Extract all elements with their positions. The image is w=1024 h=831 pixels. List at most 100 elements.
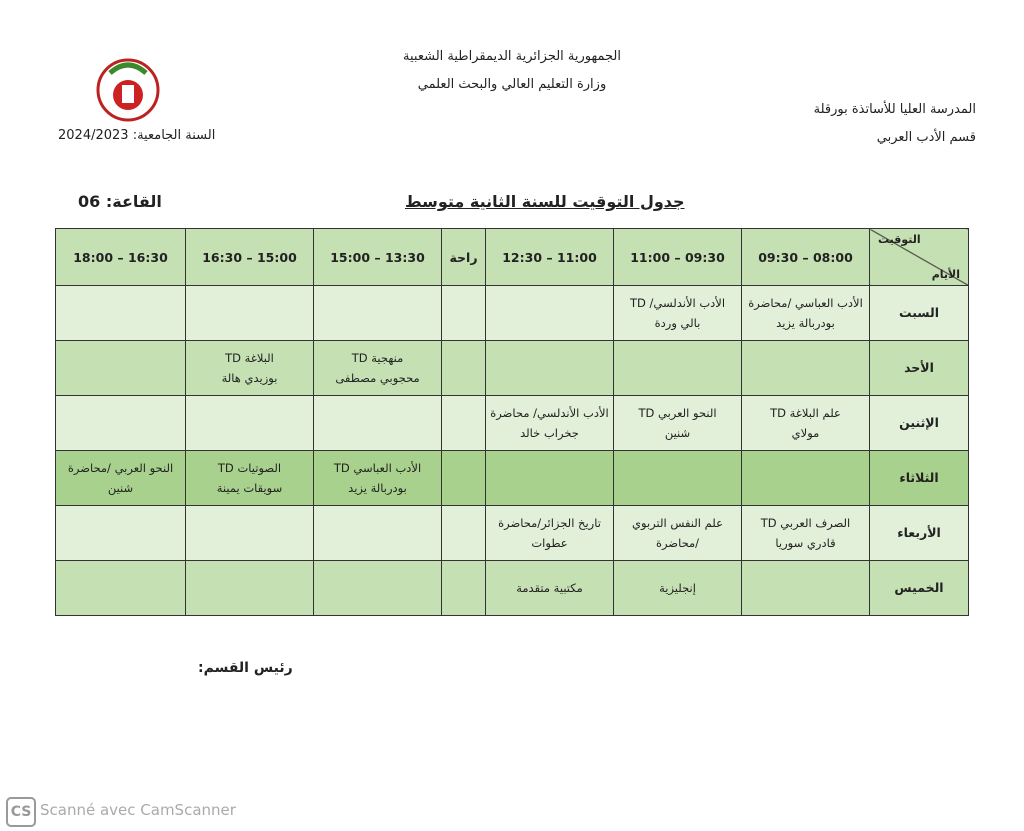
slot-cell xyxy=(441,505,486,561)
slot-cell: الأدب العباسي /محاضرة بودربالة يزيد xyxy=(741,285,870,341)
slot-cell: علم النفس التربوي/محاضرة xyxy=(613,505,742,561)
slot-cell xyxy=(313,505,442,561)
column-header: 15:00 – 13:30 xyxy=(313,228,442,286)
slot-cell xyxy=(55,395,186,451)
slot-cell xyxy=(441,340,486,396)
slot-cell xyxy=(485,285,614,341)
slot-line: بوزيدي هالة xyxy=(221,371,278,385)
day-cell: الإثنين xyxy=(869,395,969,451)
slot-cell: علم البلاغة TD مولاي xyxy=(741,395,870,451)
day-cell: الخميس xyxy=(869,560,969,616)
day-row: السبت الأدب العباسي /محاضرة بودربالة يزيد ا… xyxy=(55,285,969,341)
slot-cell xyxy=(485,450,614,506)
slot-cell xyxy=(441,450,486,506)
slot-line: شنين xyxy=(664,426,691,440)
slot-line: محجوبي مصطفى xyxy=(335,371,420,385)
slot-cell xyxy=(313,560,442,616)
watermark-text: Scanné avec CamScanner xyxy=(40,801,236,819)
slot-cell: تاريخ الجزائر/محاضرة عطوات xyxy=(485,505,614,561)
column-header: 16:30 – 15:00 xyxy=(185,228,314,286)
room: القاعة: 06 xyxy=(78,192,162,211)
slot-cell xyxy=(313,285,442,341)
day-cell: الثلاثاء xyxy=(869,450,969,506)
slot-line: علم النفس التربوي xyxy=(632,516,723,530)
slot-line: بودربالة يزيد xyxy=(348,481,407,495)
slot-cell xyxy=(441,285,486,341)
day-row: الأربعاء الصرف العربي TD قادري سوريا علم ال… xyxy=(55,505,969,561)
slot-line: شنين xyxy=(107,481,134,495)
slot-line: قادري سوريا xyxy=(775,536,836,550)
slot-line: بودربالة يزيد xyxy=(776,316,835,330)
slot-cell: الأدب العباسي TD بودربالة يزيد xyxy=(313,450,442,506)
slot-cell: النحو العربي TD شنين xyxy=(613,395,742,451)
slot-cell xyxy=(55,560,186,616)
corner-top: التوقيت xyxy=(878,233,921,246)
slot-line: /محاضرة xyxy=(655,536,700,550)
slot-line: بالي وردة xyxy=(654,316,701,330)
slot-line: مولاي xyxy=(791,426,820,440)
slot-cell: الصرف العربي TD قادري سوريا xyxy=(741,505,870,561)
day-cell: السبت xyxy=(869,285,969,341)
day-row: الخميس إنجليزية مكتبية متقدمة xyxy=(55,560,969,616)
slot-line: عطوات xyxy=(531,536,568,550)
department: قسم الأدب العربي xyxy=(876,130,976,145)
slot-cell: إنجليزية xyxy=(613,560,742,616)
timetable: التوقيت الأيام 09:30 – 08:00 11:00 – 09:3… xyxy=(55,228,969,616)
slot-line: سويقات يمينة xyxy=(216,481,283,495)
slot-cell xyxy=(55,340,186,396)
logo xyxy=(96,58,160,122)
watermark-logo: CS xyxy=(6,797,36,827)
slot-cell xyxy=(185,560,314,616)
slot-cell xyxy=(313,395,442,451)
slot-cell: مكتبية متقدمة xyxy=(485,560,614,616)
slot-cell xyxy=(441,560,486,616)
column-header: 18:00 – 16:30 xyxy=(55,228,186,286)
slot-line: الأدب الأندلسي/ محاضرة xyxy=(490,406,609,420)
slot-cell xyxy=(185,395,314,451)
column-header: 11:00 – 09:30 xyxy=(613,228,742,286)
column-header: 09:30 – 08:00 xyxy=(741,228,870,286)
slot-cell: الأدب الأندلسي/ محاضرة جخراب خالد xyxy=(485,395,614,451)
day-row: الأحد منهجية TD محجوبي مصطفى البلاغة TD بوزي… xyxy=(55,340,969,396)
slot-cell xyxy=(613,450,742,506)
academic-year: السنة الجامعية: 2024/2023 xyxy=(58,128,216,143)
slot-line: جخراب خالد xyxy=(520,426,579,440)
slot-line: البلاغة TD xyxy=(225,351,274,365)
day-cell: الأحد xyxy=(869,340,969,396)
slot-line: إنجليزية xyxy=(659,581,696,595)
slot-cell xyxy=(613,340,742,396)
column-header: راحة xyxy=(441,228,486,286)
slot-cell xyxy=(55,505,186,561)
slot-cell: منهجية TD محجوبي مصطفى xyxy=(313,340,442,396)
slot-line: علم البلاغة TD xyxy=(770,406,841,420)
title: جدول التوقيت للسنة الثانية متوسط xyxy=(405,192,685,211)
slot-cell xyxy=(185,505,314,561)
slot-cell xyxy=(741,560,870,616)
slot-line: مكتبية متقدمة xyxy=(516,581,583,595)
column-header: 12:30 – 11:00 xyxy=(485,228,614,286)
slot-cell: الأدب الأندلسي/ TD بالي وردة xyxy=(613,285,742,341)
slot-cell: البلاغة TD بوزيدي هالة xyxy=(185,340,314,396)
corner-cell: التوقيت الأيام xyxy=(869,228,969,286)
republic: الجمهورية الجزائرية الديمقراطية الشعبية xyxy=(403,49,621,64)
header-row: التوقيت الأيام 09:30 – 08:00 11:00 – 09:3… xyxy=(55,228,969,286)
slot-cell xyxy=(441,395,486,451)
slot-line: النحو العربي /محاضرة xyxy=(67,461,174,475)
slot-line: تاريخ الجزائر/محاضرة xyxy=(498,516,601,530)
slot-line: الأدب العباسي TD xyxy=(333,461,422,475)
day-row: الثلاثاء الأدب العباسي TD بودربالة يزيد الص… xyxy=(55,450,969,506)
day-cell: الأربعاء xyxy=(869,505,969,561)
day-row: الإثنين علم البلاغة TD مولاي النحو العربي T… xyxy=(55,395,969,451)
slot-line: النحو العربي TD xyxy=(638,406,717,420)
slot-cell: الصوتيات TD سويقات يمينة xyxy=(185,450,314,506)
ministry: وزارة التعليم العالي والبحث العلمي xyxy=(417,77,607,92)
corner-bottom: الأيام xyxy=(931,268,960,281)
slot-line: الصوتيات TD xyxy=(217,461,282,475)
slot-cell xyxy=(185,285,314,341)
head-of-department: رئيس القسم: xyxy=(198,660,293,676)
slot-line: منهجية TD xyxy=(351,351,404,365)
slot-cell xyxy=(741,450,870,506)
slot-cell xyxy=(485,340,614,396)
